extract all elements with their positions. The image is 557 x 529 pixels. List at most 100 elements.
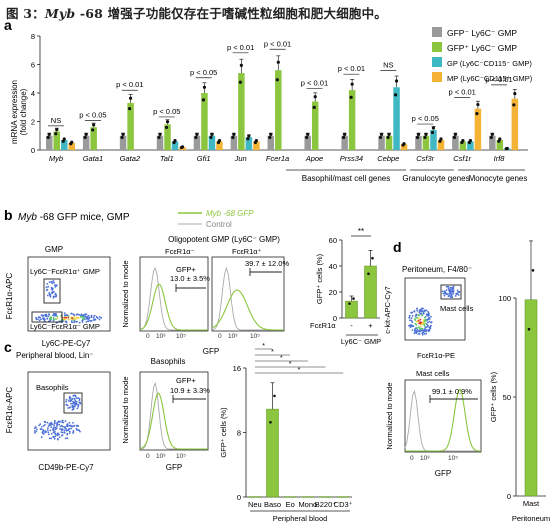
flow-dot	[56, 315, 59, 318]
a-point	[424, 132, 428, 136]
b-bar-row-label: FcεR1α	[310, 321, 336, 330]
a-bar	[422, 135, 430, 150]
flow-dot	[414, 327, 417, 330]
flow-dot	[62, 431, 64, 434]
flow-dot	[424, 322, 427, 325]
d-hist-xlabel: GFP	[435, 469, 451, 478]
flow-dot	[78, 397, 81, 400]
flow-dot	[61, 419, 64, 422]
b-hist1	[139, 256, 209, 332]
flow-dot	[88, 316, 91, 319]
flow-dot	[55, 318, 57, 320]
flow-dot	[76, 407, 79, 410]
flow-dot	[420, 327, 423, 330]
flow-dot	[448, 289, 450, 292]
flow-dot	[75, 316, 78, 319]
b-flow-title: GMP	[45, 245, 63, 254]
a-point	[195, 132, 199, 136]
a-point	[253, 140, 257, 145]
flow-dot	[50, 288, 53, 291]
flow-dot	[72, 313, 75, 315]
flow-dot	[451, 296, 454, 299]
a-point	[201, 98, 206, 102]
panel-a-chart: mRNA expression (fold change) 0 2 4 6 8 NS p …	[10, 27, 533, 183]
flow-dot	[47, 427, 49, 430]
flow-dot	[421, 323, 423, 325]
a-category-label: Prss34	[340, 154, 363, 163]
flow-dot	[68, 428, 70, 431]
d-hist-gfp-curve	[405, 388, 482, 452]
flow-dot	[94, 318, 97, 321]
a-bar	[61, 140, 68, 150]
a-point	[84, 132, 88, 136]
svg-text:10³: 10³	[156, 333, 166, 340]
flow-dot	[410, 317, 413, 320]
legend-text-control: Control	[206, 220, 232, 229]
flow-dot	[64, 437, 67, 440]
bar-category-label: +	[368, 321, 373, 330]
flow-dot	[452, 286, 454, 289]
a-bar	[164, 124, 171, 150]
flow-dot	[40, 318, 42, 321]
a-point	[268, 135, 272, 140]
a-bar	[275, 70, 282, 150]
d-flow-plot	[404, 277, 466, 341]
flow-dot	[428, 320, 431, 323]
flow-dot	[73, 403, 76, 405]
b-hist-sub2: FcεR1α⁺	[232, 247, 262, 256]
flow-dot	[414, 322, 417, 325]
flow-dot	[421, 307, 424, 310]
a-sig-label: p < 0.05	[190, 68, 217, 77]
flow-dot	[450, 294, 453, 297]
flow-dot	[56, 434, 59, 437]
c-sig-label: *	[280, 355, 283, 362]
flow-dot	[67, 425, 70, 427]
c-flow-yaxis: FcεR1α-APC	[5, 387, 14, 434]
a-point	[305, 135, 309, 140]
flow-dot	[47, 425, 50, 427]
b-hist2	[211, 256, 285, 332]
legend-swatch-gp	[432, 57, 442, 67]
bar-ylabel: GFP⁺ cells (%)	[489, 371, 498, 422]
flow-dot	[415, 317, 417, 319]
flow-dot	[79, 401, 82, 404]
bar	[336, 496, 350, 498]
a-bar	[304, 135, 311, 150]
figure-caption: 图 3：Myb -68 增强子功能仅存在于嗜碱性粒细胞和肥大细胞中。	[6, 6, 388, 21]
b-hist1-value: 13.0 ± 3.5%	[170, 274, 210, 283]
flow-dot	[76, 320, 78, 323]
flow-dot	[82, 314, 85, 317]
flow-dot	[70, 425, 73, 428]
a-category-label: Irf8	[494, 154, 506, 163]
flow-dot	[46, 317, 48, 320]
flow-dot	[422, 310, 424, 313]
a-category-label: Myb	[49, 154, 63, 163]
flow-dot	[74, 399, 76, 401]
flow-dot	[63, 312, 66, 314]
a-bar	[311, 101, 319, 150]
flow-dot	[70, 402, 72, 405]
b-hist1-gfp-curve	[139, 283, 208, 331]
c-flow-xaxis: CD49b-PE-Cy7	[38, 463, 94, 472]
flow-dot	[42, 432, 44, 435]
flow-dot	[412, 325, 415, 328]
bar-category-label: CD3⁺	[334, 500, 353, 509]
a-point	[210, 132, 214, 136]
flow-dot	[84, 313, 87, 316]
svg-text:10³: 10³	[156, 453, 166, 460]
bar-ytick-label: 40	[329, 262, 337, 271]
a-point	[120, 135, 124, 140]
flow-dot	[47, 315, 50, 318]
flow-dot	[425, 333, 427, 335]
flow-dot	[52, 319, 55, 322]
flow-dot	[449, 287, 452, 289]
flow-dot	[33, 430, 36, 432]
a-bar	[437, 140, 445, 150]
a-point	[379, 132, 384, 136]
group-label-monocyte: Monocyte genes	[469, 174, 528, 183]
bar-ylabel: GFP⁺ cells (%)	[315, 253, 324, 304]
a-bar	[193, 135, 201, 150]
legend-label-mp: MP (Ly6C⁻CD115⁺ GMP)	[447, 74, 533, 83]
a-point	[54, 132, 58, 136]
flow-dot	[53, 419, 56, 422]
